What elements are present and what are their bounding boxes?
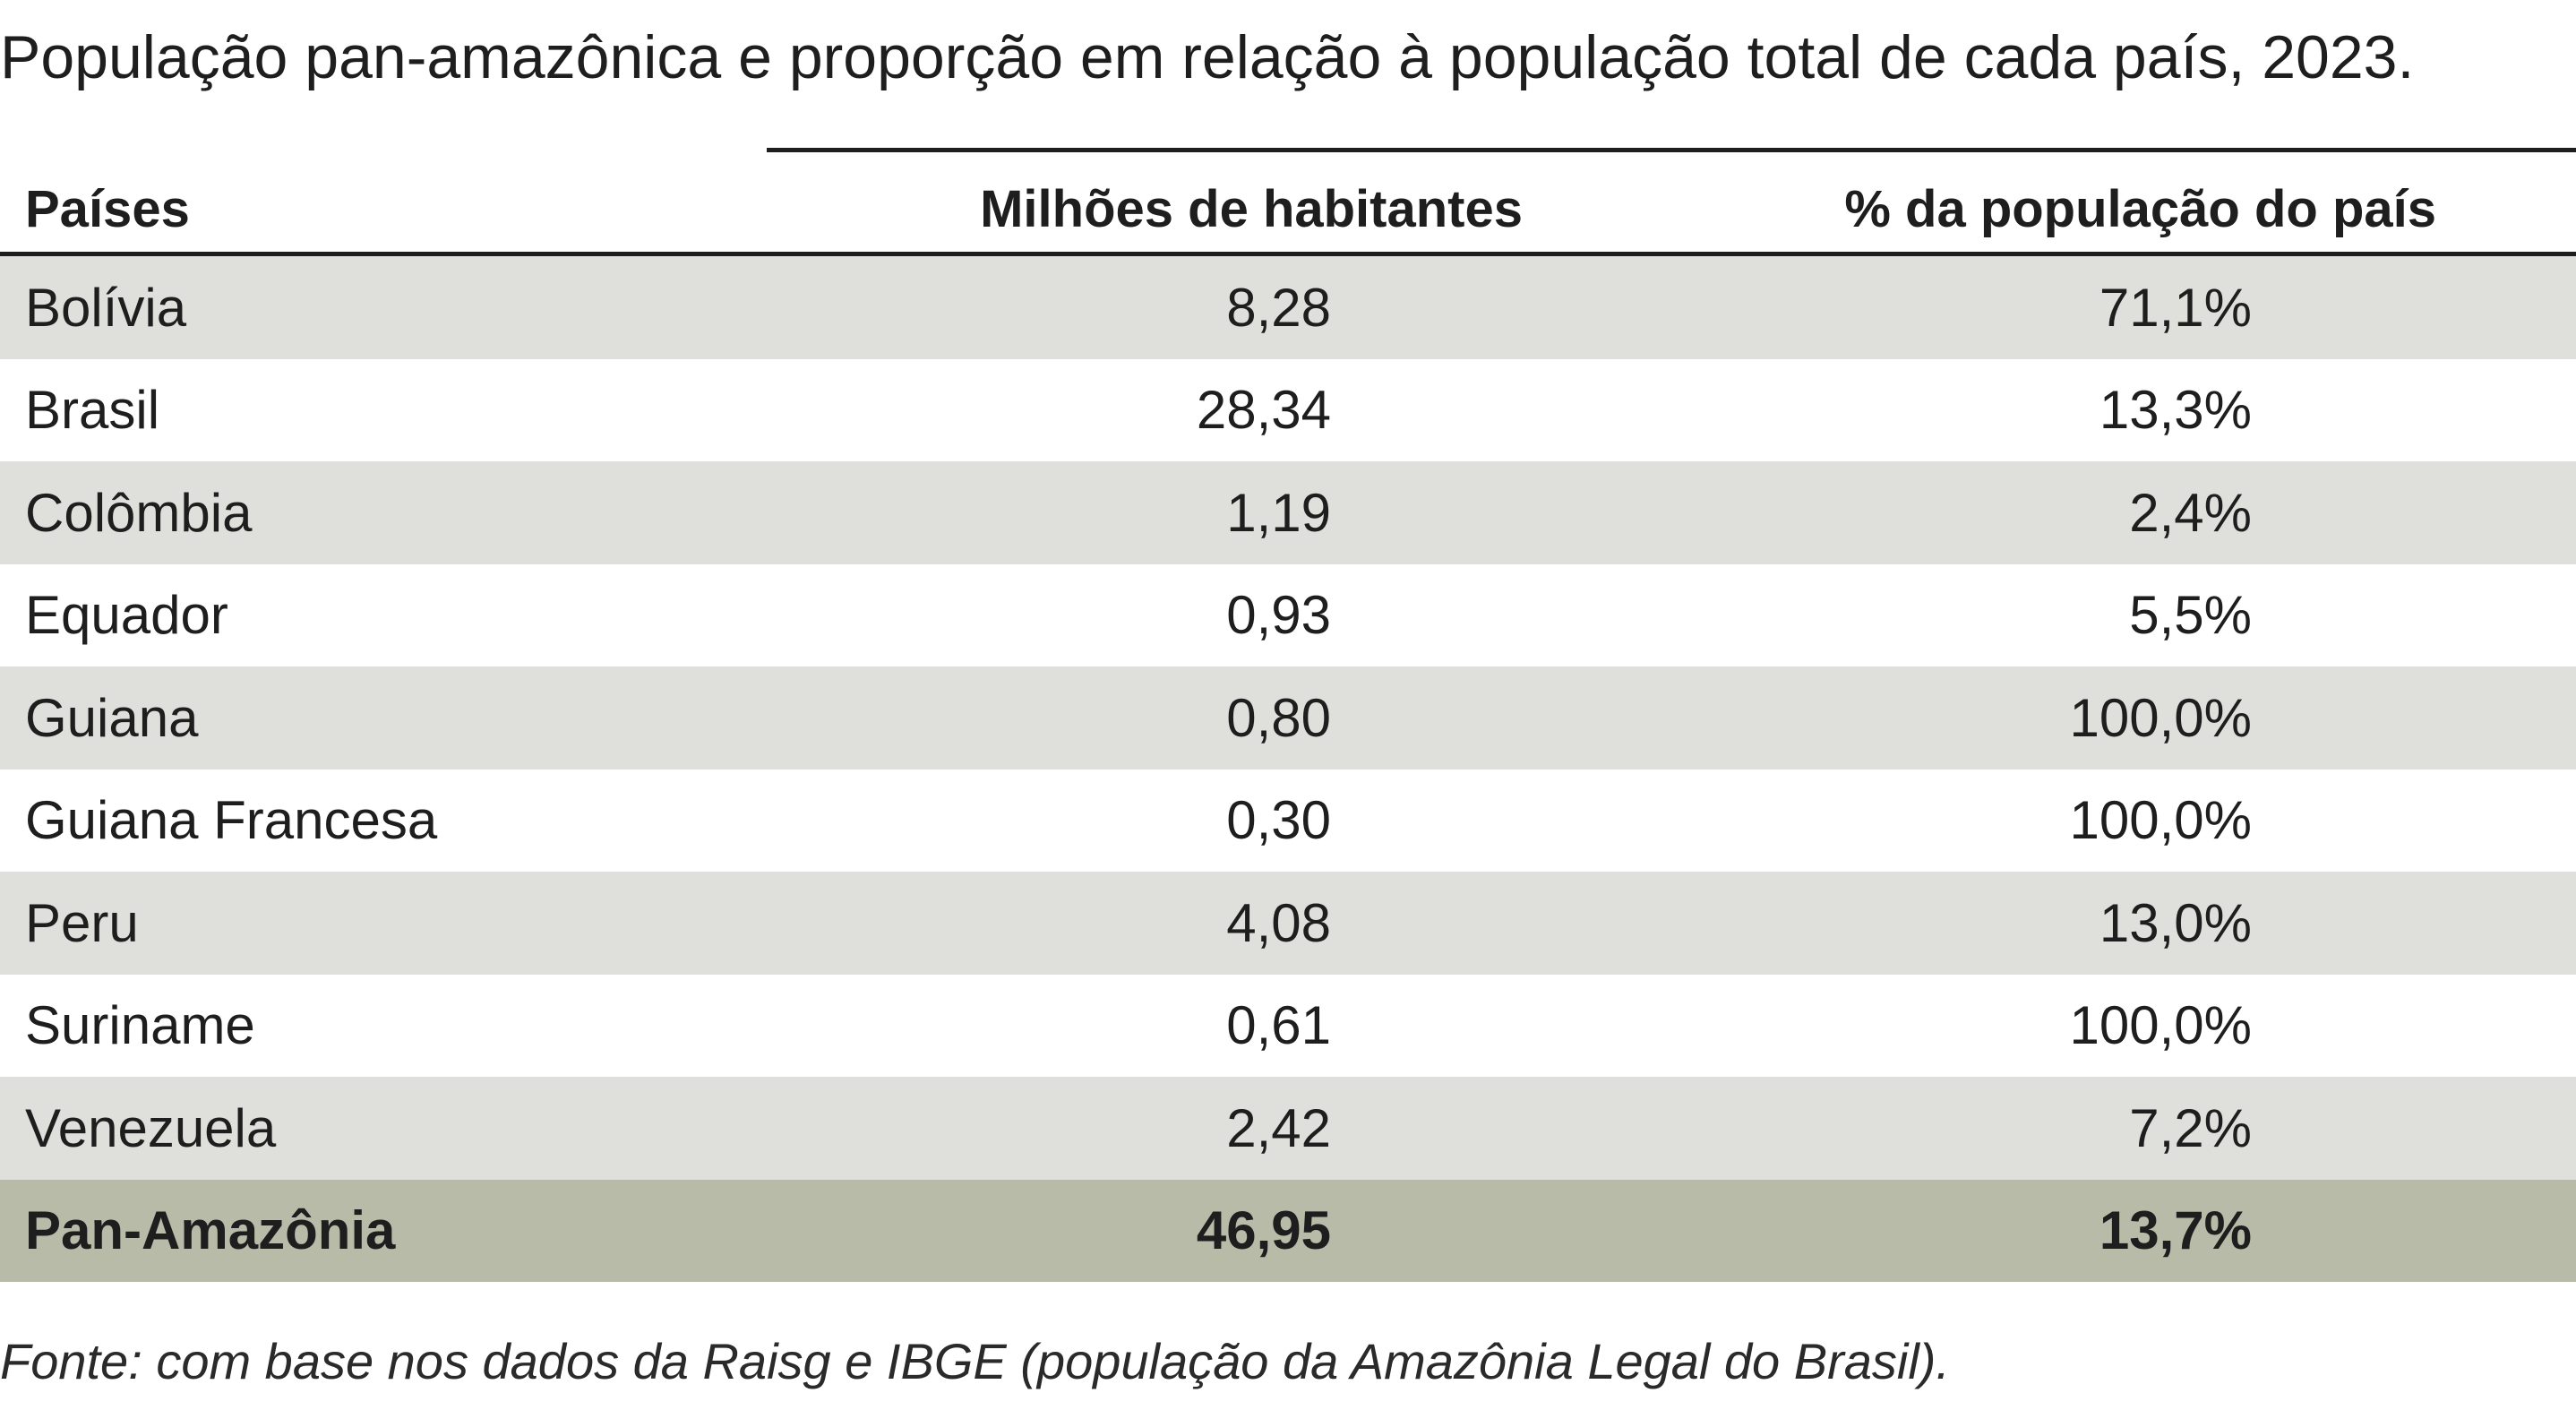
percent-cell: 71,1% xyxy=(2099,277,2252,338)
population-cell: 0,93 xyxy=(1226,585,1331,646)
country-cell: Guiana xyxy=(25,687,199,748)
table-row: Bolívia 8,28 71,1% xyxy=(0,256,2576,359)
country-cell: Colômbia xyxy=(25,482,253,543)
population-cell: 28,34 xyxy=(1196,380,1331,441)
population-cell: 2,42 xyxy=(1226,1097,1331,1158)
total-percent-cell: 13,7% xyxy=(2099,1200,2252,1261)
header-percent: % da população do país xyxy=(1844,179,2436,238)
total-row: Pan-Amazônia 46,95 13,7% xyxy=(0,1179,2576,1282)
header-rule xyxy=(0,252,2576,256)
table-row: Equador 0,93 5,5% xyxy=(0,564,2576,667)
table-row: Suriname 0,61 100,0% xyxy=(0,975,2576,1078)
percent-cell: 2,4% xyxy=(2129,482,2252,543)
population-cell: 1,19 xyxy=(1226,482,1331,543)
table-row: Guiana 0,80 100,0% xyxy=(0,666,2576,769)
percent-cell: 100,0% xyxy=(2069,687,2253,748)
total-country-cell: Pan-Amazônia xyxy=(25,1200,396,1261)
header-countries: Países xyxy=(25,179,190,238)
country-cell: Venezuela xyxy=(25,1097,277,1158)
country-cell: Guiana Francesa xyxy=(25,790,438,851)
population-cell: 4,08 xyxy=(1226,892,1331,953)
country-cell: Equador xyxy=(25,585,228,646)
percent-cell: 13,0% xyxy=(2099,892,2252,953)
table-row: Guiana Francesa 0,30 100,0% xyxy=(0,769,2576,873)
table-body: Bolívia 8,28 71,1% Brasil 28,34 13,3% Co… xyxy=(0,256,2576,1282)
percent-cell: 5,5% xyxy=(2129,585,2252,646)
country-cell: Suriname xyxy=(25,995,255,1056)
percent-cell: 7,2% xyxy=(2129,1097,2252,1158)
table-header: Países Milhões de habitantes % da popula… xyxy=(0,166,2576,252)
country-cell: Brasil xyxy=(25,380,160,441)
total-population-cell: 46,95 xyxy=(1196,1200,1331,1261)
table-row: Brasil 28,34 13,3% xyxy=(0,359,2576,462)
population-cell: 0,30 xyxy=(1226,790,1331,851)
percent-cell: 100,0% xyxy=(2069,790,2253,851)
percent-cell: 100,0% xyxy=(2069,995,2253,1056)
table-title: População pan-amazônica e proporção em r… xyxy=(0,23,2415,91)
table-row: Peru 4,08 13,0% xyxy=(0,872,2576,975)
table-row: Colômbia 1,19 2,4% xyxy=(0,461,2576,564)
table-row: Venezuela 2,42 7,2% xyxy=(0,1077,2576,1180)
population-cell: 8,28 xyxy=(1226,277,1331,338)
population-cell: 0,61 xyxy=(1226,995,1331,1056)
country-cell: Peru xyxy=(25,892,139,953)
population-cell: 0,80 xyxy=(1226,687,1331,748)
country-cell: Bolívia xyxy=(25,277,187,338)
percent-cell: 13,3% xyxy=(2099,380,2252,441)
header-population: Milhões de habitantes xyxy=(980,179,1523,238)
source-note: Fonte: com base nos dados da Raisg e IBG… xyxy=(0,1333,1950,1389)
top-rule xyxy=(767,148,2576,152)
